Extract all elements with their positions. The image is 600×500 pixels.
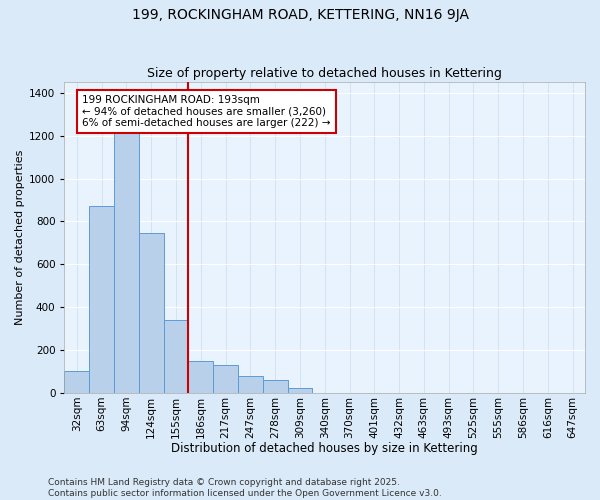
Bar (139, 233, 164, 393)
Text: 199 ROCKINGHAM ROAD: 193sqm
← 94% of detached houses are smaller (3,260)
6% of s: 199 ROCKINGHAM ROAD: 193sqm ← 94% of det… (82, 95, 331, 128)
X-axis label: Distribution of detached houses by size in Kettering: Distribution of detached houses by size … (172, 442, 478, 455)
Bar (263, 380, 287, 393)
Text: 199, ROCKINGHAM ROAD, KETTERING, NN16 9JA: 199, ROCKINGHAM ROAD, KETTERING, NN16 9J… (131, 8, 469, 22)
Bar (188, 361, 213, 393)
Bar (89, 206, 114, 393)
Title: Size of property relative to detached houses in Kettering: Size of property relative to detached ho… (147, 66, 502, 80)
Bar (164, 320, 188, 393)
Bar (238, 376, 263, 393)
Bar (64, 372, 89, 393)
Y-axis label: Number of detached properties: Number of detached properties (15, 150, 25, 325)
Bar (287, 388, 313, 393)
Bar (213, 365, 238, 393)
Text: Contains HM Land Registry data © Crown copyright and database right 2025.
Contai: Contains HM Land Registry data © Crown c… (48, 478, 442, 498)
Bar (114, 129, 139, 393)
